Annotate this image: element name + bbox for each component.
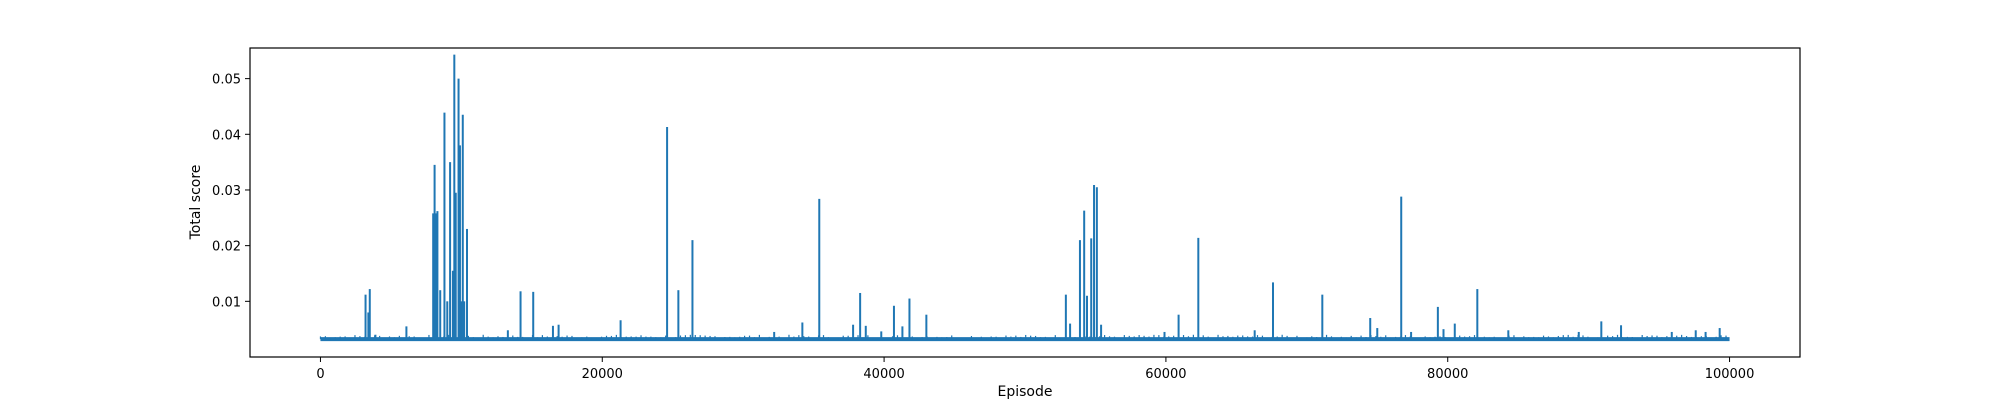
plot-frame <box>249 47 1801 358</box>
y-tick-label: 0.04 <box>212 128 241 143</box>
x-tick-label: 80000 <box>1427 367 1468 382</box>
x-tick-label: 40000 <box>863 367 904 382</box>
x-tick-label: 60000 <box>1145 367 1186 382</box>
x-axis: 0 20000 40000 60000 80000 100000 <box>316 357 1754 382</box>
y-tick-label: 0.01 <box>212 295 241 310</box>
y-tick-label: 0.03 <box>212 184 241 199</box>
y-tick-label: 0.05 <box>212 73 241 88</box>
x-axis-label: Episode <box>998 384 1053 400</box>
x-tick-label: 20000 <box>582 367 623 382</box>
x-tick-label: 0 <box>316 367 324 382</box>
y-tick-label: 0.02 <box>212 240 241 255</box>
y-axis-label: Total score <box>188 165 204 241</box>
x-tick-label: 100000 <box>1705 367 1755 382</box>
y-axis: 0.01 0.02 0.03 0.04 0.05 <box>212 73 250 310</box>
series-layer <box>319 54 1730 342</box>
